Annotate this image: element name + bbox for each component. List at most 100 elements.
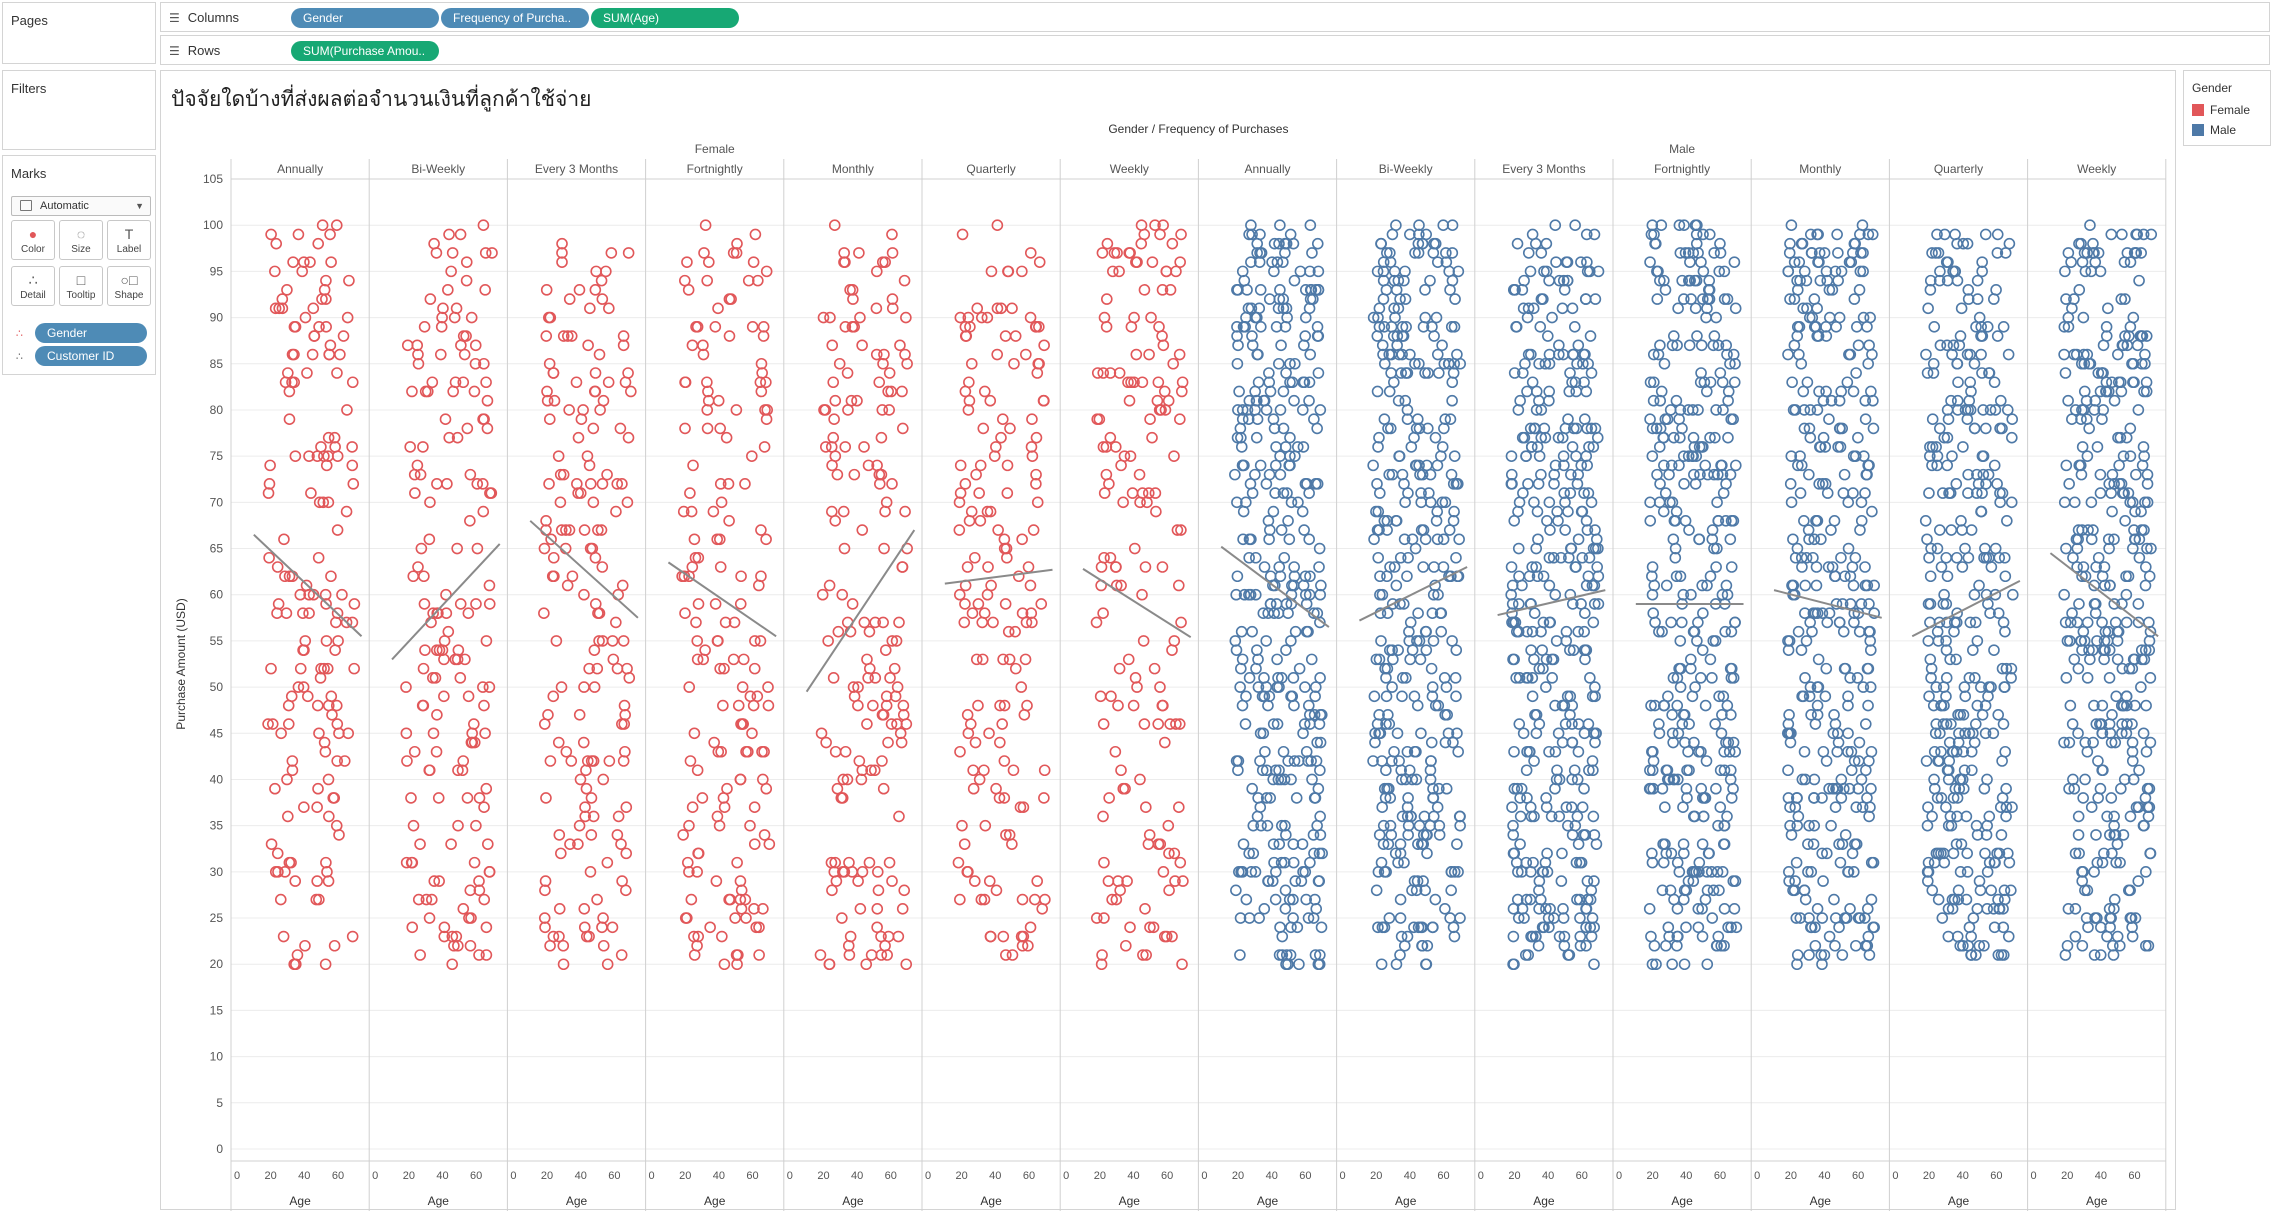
data-point <box>2001 404 2014 416</box>
data-point <box>1530 237 1542 250</box>
data-point <box>879 644 892 656</box>
data-point <box>1851 672 1864 684</box>
data-point <box>1570 856 1583 869</box>
data-point <box>2058 348 2070 361</box>
rows-shelf[interactable]: ☰ Rows SUM(Purchase Amou.. <box>160 35 2270 65</box>
data-point <box>281 773 293 786</box>
trend-line <box>391 543 501 661</box>
data-point <box>1942 413 1955 425</box>
data-point <box>1954 330 1967 342</box>
data-point <box>1658 699 1671 712</box>
data-point <box>1308 413 1320 425</box>
data-point <box>881 949 893 961</box>
data-point <box>1091 367 1104 379</box>
x-tick-label: 60 <box>746 1170 758 1182</box>
data-point <box>424 293 437 305</box>
data-point <box>2138 450 2150 462</box>
pages-card[interactable]: Pages <box>2 2 156 64</box>
marks-pill-customer-id[interactable]: Customer ID <box>35 346 147 366</box>
columns-shelf[interactable]: ☰ Columns Gender Frequency of Purcha.. S… <box>160 2 2270 32</box>
label-button[interactable]: T Label <box>107 220 151 260</box>
columns-pill-age[interactable]: SUM(Age) <box>591 8 739 28</box>
data-point <box>2115 699 2128 712</box>
data-point <box>1817 431 1830 444</box>
marks-pill-gender[interactable]: Gender <box>35 323 147 343</box>
data-point <box>1727 736 1740 749</box>
data-point <box>2110 690 2123 703</box>
data-point <box>1654 339 1666 352</box>
chart-title: ปัจจัยใดบ้างที่ส่งผลต่อจำนวนเงินที่ลูกค้… <box>171 87 592 111</box>
shape-button[interactable]: ○□ Shape <box>107 266 151 306</box>
data-point <box>1984 404 1997 416</box>
data-point <box>686 801 699 813</box>
data-point <box>1686 866 1699 878</box>
data-point <box>1117 782 1130 795</box>
data-point <box>1390 284 1403 296</box>
detail-button[interactable]: ∴ Detail <box>11 266 55 306</box>
data-point <box>1278 856 1291 869</box>
data-point <box>452 819 464 832</box>
data-point <box>1938 431 1951 444</box>
data-point <box>1929 247 1942 259</box>
data-point <box>341 404 353 416</box>
trend-line <box>805 529 916 693</box>
data-point <box>1954 709 1967 721</box>
data-point <box>2127 357 2140 370</box>
data-point <box>1033 256 1046 268</box>
data-point <box>1305 653 1318 666</box>
data-point <box>1383 385 1396 398</box>
data-point <box>1373 727 1385 740</box>
data-point <box>886 293 899 305</box>
color-button[interactable]: ● Color <box>11 220 55 260</box>
data-point <box>2006 413 2019 425</box>
data-point <box>1696 838 1709 850</box>
data-point <box>1679 247 1692 259</box>
data-point <box>483 681 496 693</box>
legend-item-female[interactable]: Female <box>2192 103 2250 117</box>
data-point <box>2091 441 2104 453</box>
data-point <box>1447 478 1460 490</box>
data-point <box>1930 681 1943 693</box>
data-point <box>870 302 883 315</box>
size-button[interactable]: ◌ Size <box>59 220 103 260</box>
data-point <box>1674 662 1687 675</box>
data-point <box>2126 718 2138 730</box>
data-point <box>1704 431 1716 444</box>
filters-card[interactable]: Filters <box>2 70 156 150</box>
data-point <box>864 662 876 675</box>
data-point <box>1392 394 1405 407</box>
columns-pill-frequency[interactable]: Frequency of Purcha.. <box>441 8 589 28</box>
data-point <box>1287 856 1300 869</box>
data-point <box>1835 385 1847 398</box>
data-point <box>1792 284 1804 296</box>
data-point <box>2106 709 2118 721</box>
data-point <box>2006 801 2018 813</box>
data-point <box>1837 625 1850 638</box>
rows-pill-purchase-amount[interactable]: SUM(Purchase Amou.. <box>291 41 439 61</box>
mark-type-dropdown[interactable]: Automatic ▼ <box>11 196 151 216</box>
data-point <box>1024 579 1037 592</box>
data-point <box>1394 838 1407 850</box>
data-point <box>1957 441 1969 453</box>
data-point <box>589 284 602 296</box>
data-point <box>1306 773 1318 786</box>
data-point <box>1036 903 1049 915</box>
data-point <box>1175 616 1187 629</box>
data-point <box>1923 551 1935 564</box>
data-point <box>423 764 436 777</box>
data-point <box>1038 764 1051 777</box>
data-point <box>409 487 421 499</box>
legend-item-male[interactable]: Male <box>2192 123 2236 137</box>
tooltip-button[interactable]: □ Tooltip <box>59 266 103 306</box>
data-point <box>1692 903 1705 915</box>
data-point <box>1243 533 1256 546</box>
data-point <box>2132 875 2145 887</box>
data-point <box>1578 782 1590 795</box>
data-point <box>614 422 627 435</box>
data-point <box>677 829 689 841</box>
data-point <box>1932 755 1944 767</box>
data-point <box>269 265 281 278</box>
columns-pill-gender[interactable]: Gender <box>291 8 439 28</box>
x-tick-label: 20 <box>1094 1170 1106 1182</box>
data-point <box>974 515 987 527</box>
